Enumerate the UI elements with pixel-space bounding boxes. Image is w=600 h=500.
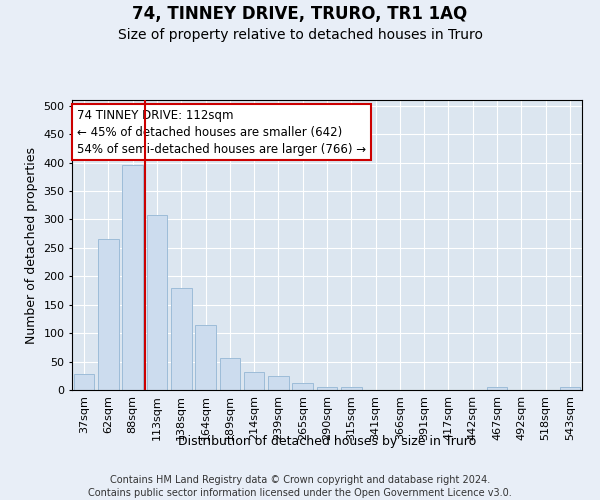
Text: Contains HM Land Registry data © Crown copyright and database right 2024.: Contains HM Land Registry data © Crown c… <box>110 475 490 485</box>
Bar <box>292 383 313 390</box>
Text: Contains public sector information licensed under the Open Government Licence v3: Contains public sector information licen… <box>88 488 512 498</box>
Bar <box>244 372 265 390</box>
Bar <box>487 387 508 390</box>
Bar <box>195 324 216 390</box>
Bar <box>146 215 167 390</box>
Bar <box>220 358 240 390</box>
Y-axis label: Number of detached properties: Number of detached properties <box>25 146 38 344</box>
Bar <box>171 288 191 390</box>
Bar <box>268 376 289 390</box>
Text: 74, TINNEY DRIVE, TRURO, TR1 1AQ: 74, TINNEY DRIVE, TRURO, TR1 1AQ <box>133 5 467 23</box>
Bar <box>341 387 362 390</box>
Bar <box>317 386 337 390</box>
Bar <box>122 166 143 390</box>
Bar <box>98 240 119 390</box>
Bar <box>560 387 580 390</box>
Text: Distribution of detached houses by size in Truro: Distribution of detached houses by size … <box>178 435 476 448</box>
Text: Size of property relative to detached houses in Truro: Size of property relative to detached ho… <box>118 28 482 42</box>
Bar <box>74 374 94 390</box>
Text: 74 TINNEY DRIVE: 112sqm
← 45% of detached houses are smaller (642)
54% of semi-d: 74 TINNEY DRIVE: 112sqm ← 45% of detache… <box>77 108 366 156</box>
